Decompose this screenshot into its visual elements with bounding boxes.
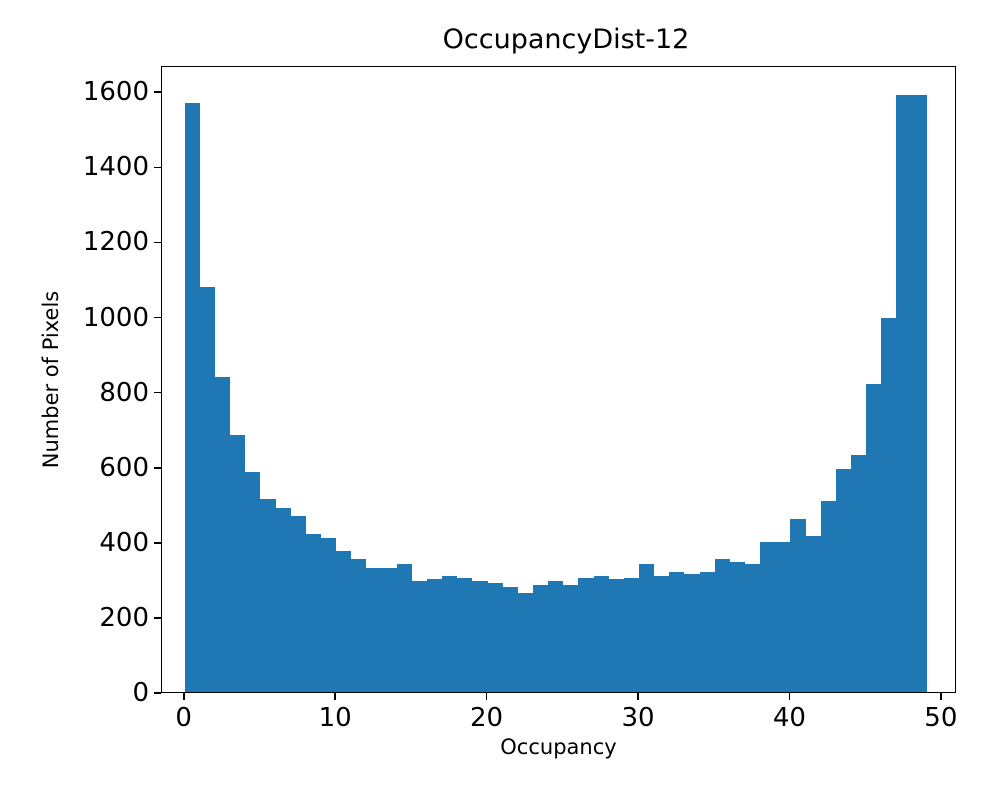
y-tick-label: 1600 <box>82 77 149 108</box>
y-tick-label: 400 <box>99 527 149 558</box>
y-tick-label: 600 <box>99 452 149 483</box>
x-tick-mark <box>182 693 185 700</box>
histogram-bar <box>275 508 291 692</box>
y-tick-label: 1000 <box>82 302 149 333</box>
histogram-bars <box>162 67 955 692</box>
y-tick-label: 200 <box>99 602 149 633</box>
histogram-bar <box>729 562 745 692</box>
x-tick-label: 30 <box>621 703 655 733</box>
histogram-bar <box>790 519 806 692</box>
x-tick-label: 0 <box>175 703 192 733</box>
histogram-bar <box>411 581 427 692</box>
histogram-bar <box>366 568 382 692</box>
y-tick-mark <box>154 91 161 94</box>
y-tick-mark <box>154 166 161 169</box>
histogram-bar <box>578 577 594 692</box>
histogram-bar <box>290 515 306 692</box>
x-tick-mark <box>788 693 791 700</box>
histogram-bar <box>184 102 200 692</box>
x-tick-mark <box>637 693 639 700</box>
histogram-bar <box>548 581 564 692</box>
y-tick-mark <box>154 316 161 319</box>
histogram-bar <box>669 571 685 692</box>
x-axis-label: Occupancy <box>500 735 617 759</box>
histogram-bar <box>517 592 533 692</box>
histogram-bar <box>911 95 927 692</box>
y-axis-label: Number of Pixels <box>39 290 63 469</box>
histogram-bar <box>623 577 639 692</box>
histogram-bar <box>396 564 412 692</box>
histogram-bar <box>457 577 473 692</box>
histogram-bar <box>714 558 730 692</box>
histogram-bar <box>533 585 549 692</box>
histogram-bar <box>639 564 655 692</box>
histogram-bar <box>442 575 458 692</box>
histogram-bar <box>699 571 715 692</box>
histogram-bar <box>775 541 791 692</box>
histogram-bar <box>351 558 367 692</box>
histogram-bar <box>199 286 215 692</box>
chart-title-text: OccupancyDist-12 <box>442 24 690 55</box>
histogram-bar <box>260 498 276 692</box>
x-tick-label: 40 <box>772 703 806 733</box>
y-tick-mark <box>154 617 161 619</box>
x-tick-mark <box>940 693 942 700</box>
y-tick-label: 800 <box>99 377 149 408</box>
y-tick-mark <box>154 692 161 694</box>
x-tick-label: 50 <box>924 703 958 733</box>
histogram-bar <box>684 573 700 692</box>
histogram-bar <box>245 472 261 692</box>
histogram-bar <box>745 564 761 692</box>
y-tick-label: 1200 <box>82 227 149 258</box>
histogram-bar <box>472 581 488 692</box>
histogram-bar <box>654 575 670 692</box>
histogram-bar <box>851 455 867 692</box>
histogram-bar <box>381 568 397 692</box>
histogram-bar <box>805 536 821 692</box>
y-tick-mark <box>154 542 161 544</box>
histogram-bar <box>896 95 912 692</box>
histogram-bar <box>835 468 851 692</box>
x-tick-label: 20 <box>470 703 504 733</box>
histogram-bar <box>866 384 882 692</box>
y-tick-mark <box>154 466 161 469</box>
x-tick-label: 10 <box>318 703 352 733</box>
x-tick-mark <box>334 693 336 700</box>
histogram-bar <box>427 579 443 692</box>
histogram-bar <box>230 434 246 692</box>
histogram-bar <box>881 318 897 692</box>
y-tick-mark <box>154 391 161 394</box>
histogram-bar <box>336 551 352 692</box>
chart-title: OccupancyDist-12 <box>0 26 1000 53</box>
histogram-bar <box>760 541 776 692</box>
histogram-bar <box>563 585 579 692</box>
histogram-bar <box>321 538 337 692</box>
histogram-bar <box>305 534 321 692</box>
y-tick-mark <box>154 241 161 244</box>
y-tick-label: 0 <box>132 678 149 708</box>
histogram-bar <box>502 586 518 692</box>
x-tick-mark <box>485 693 488 700</box>
plot-area <box>161 66 956 693</box>
histogram-bar <box>593 575 609 692</box>
histogram-bar <box>487 583 503 692</box>
y-tick-label: 1400 <box>82 152 149 183</box>
histogram-bar <box>820 500 836 692</box>
histogram-bar <box>215 376 231 692</box>
histogram-bar <box>608 579 624 692</box>
